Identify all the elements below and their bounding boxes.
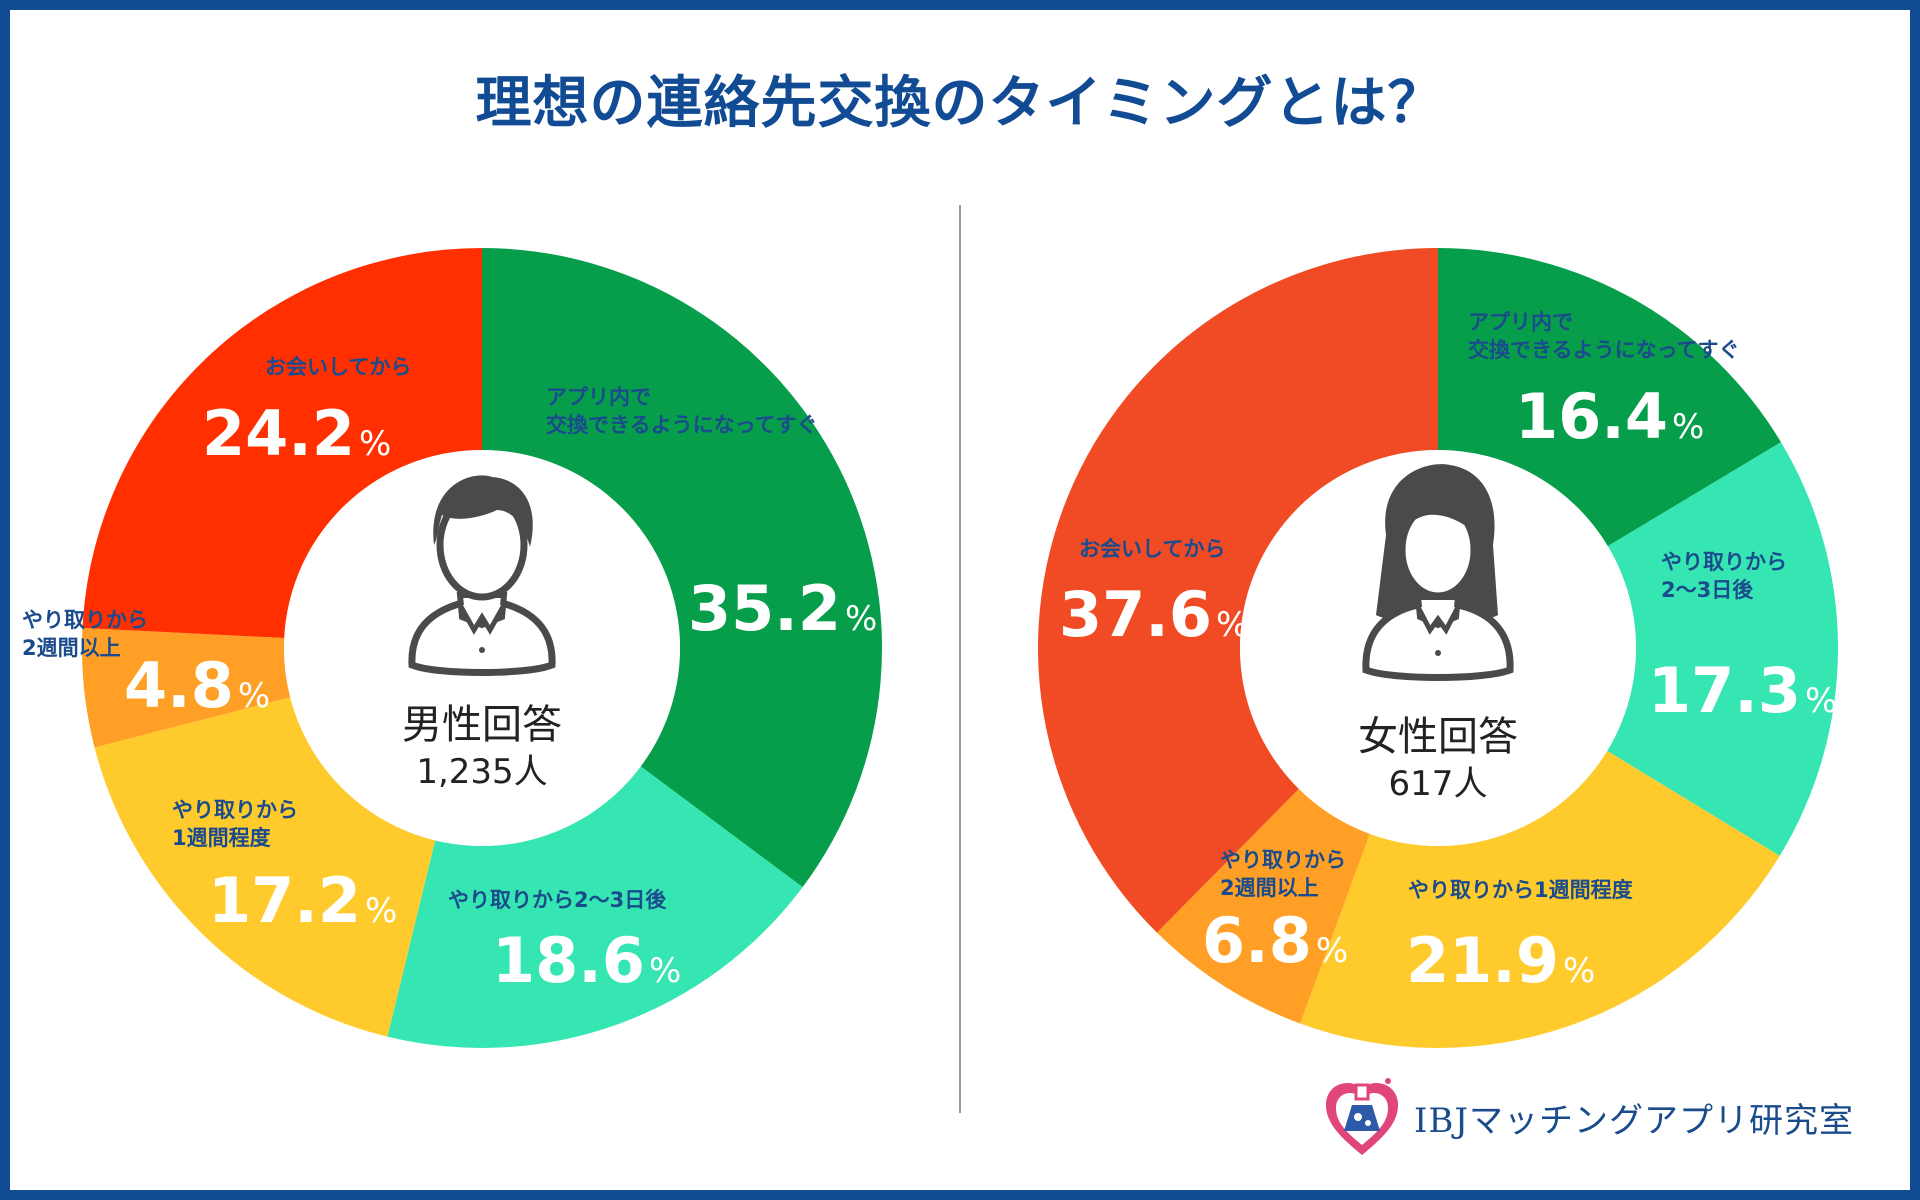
donut-slice-2 — [1607, 442, 1838, 856]
donut-slice-4 — [1156, 788, 1370, 1024]
slice-label-1: アプリ内で交換できるようになってすぐ — [1468, 310, 1740, 362]
donut-slice-1 — [1438, 248, 1782, 547]
donut-slice-2 — [387, 766, 803, 1048]
slice-value-4: 6.8% — [1202, 904, 1348, 977]
ibj-logo: IBJマッチングアプリ研究室 — [1322, 1072, 1854, 1162]
logo-text: IBJマッチングアプリ研究室 — [1414, 1100, 1855, 1141]
slice-value-2: 18.6% — [492, 924, 681, 997]
slice-value-4: 4.8% — [124, 649, 270, 722]
slice-label-5: お会いしてから — [1079, 537, 1225, 561]
slice-label-4: やり取りから 2週間以上 — [1220, 848, 1346, 900]
slice-label-2: やり取りから2〜3日後 — [448, 888, 667, 912]
slice-value-3: 21.9% — [1406, 924, 1595, 997]
page-title: 理想の連絡先交換のタイミングとは？ — [475, 71, 1445, 136]
slice-value-2: 17.3% — [1648, 654, 1837, 727]
chart-center-title: 男性回答 — [402, 702, 562, 748]
slice-value-5: 37.6% — [1059, 578, 1248, 651]
slice-label-1: アプリ内で交換できるようになってすぐ — [546, 385, 818, 437]
heart-flask-icon — [1326, 1078, 1398, 1155]
donut-slice-5 — [1038, 248, 1438, 933]
donut-slice-3 — [94, 697, 436, 1037]
chart-divider — [959, 205, 961, 1113]
donut-slice-1 — [482, 248, 882, 888]
slice-value-1: 16.4% — [1515, 380, 1704, 453]
donut-slice-3 — [1300, 750, 1780, 1048]
donut-slice-4 — [81, 627, 291, 748]
donut-slice-5 — [82, 248, 482, 639]
slice-label-3: やり取りから1週間程度 — [1408, 878, 1633, 902]
slice-value-3: 17.2% — [208, 864, 397, 937]
chart-respondents: 617人 — [1389, 764, 1488, 804]
donut-chart-male: アプリ内で交換できるようになってすぐ 35.2 % やり取りから2〜3日後 18.6 % や… — [22, 248, 882, 1048]
slice-value-5: 24.2% — [202, 397, 391, 470]
slice-label-4: やり取りから 2週間以上 — [22, 608, 148, 660]
chart-respondents: 1,235人 — [416, 752, 547, 792]
chart-center-title: 女性回答 — [1358, 714, 1518, 760]
slice-label-5: お会いしてから — [265, 355, 411, 379]
male-person-icon — [408, 475, 556, 676]
slice-value-1: 35.2% — [688, 572, 877, 645]
female-person-icon — [1362, 464, 1514, 681]
